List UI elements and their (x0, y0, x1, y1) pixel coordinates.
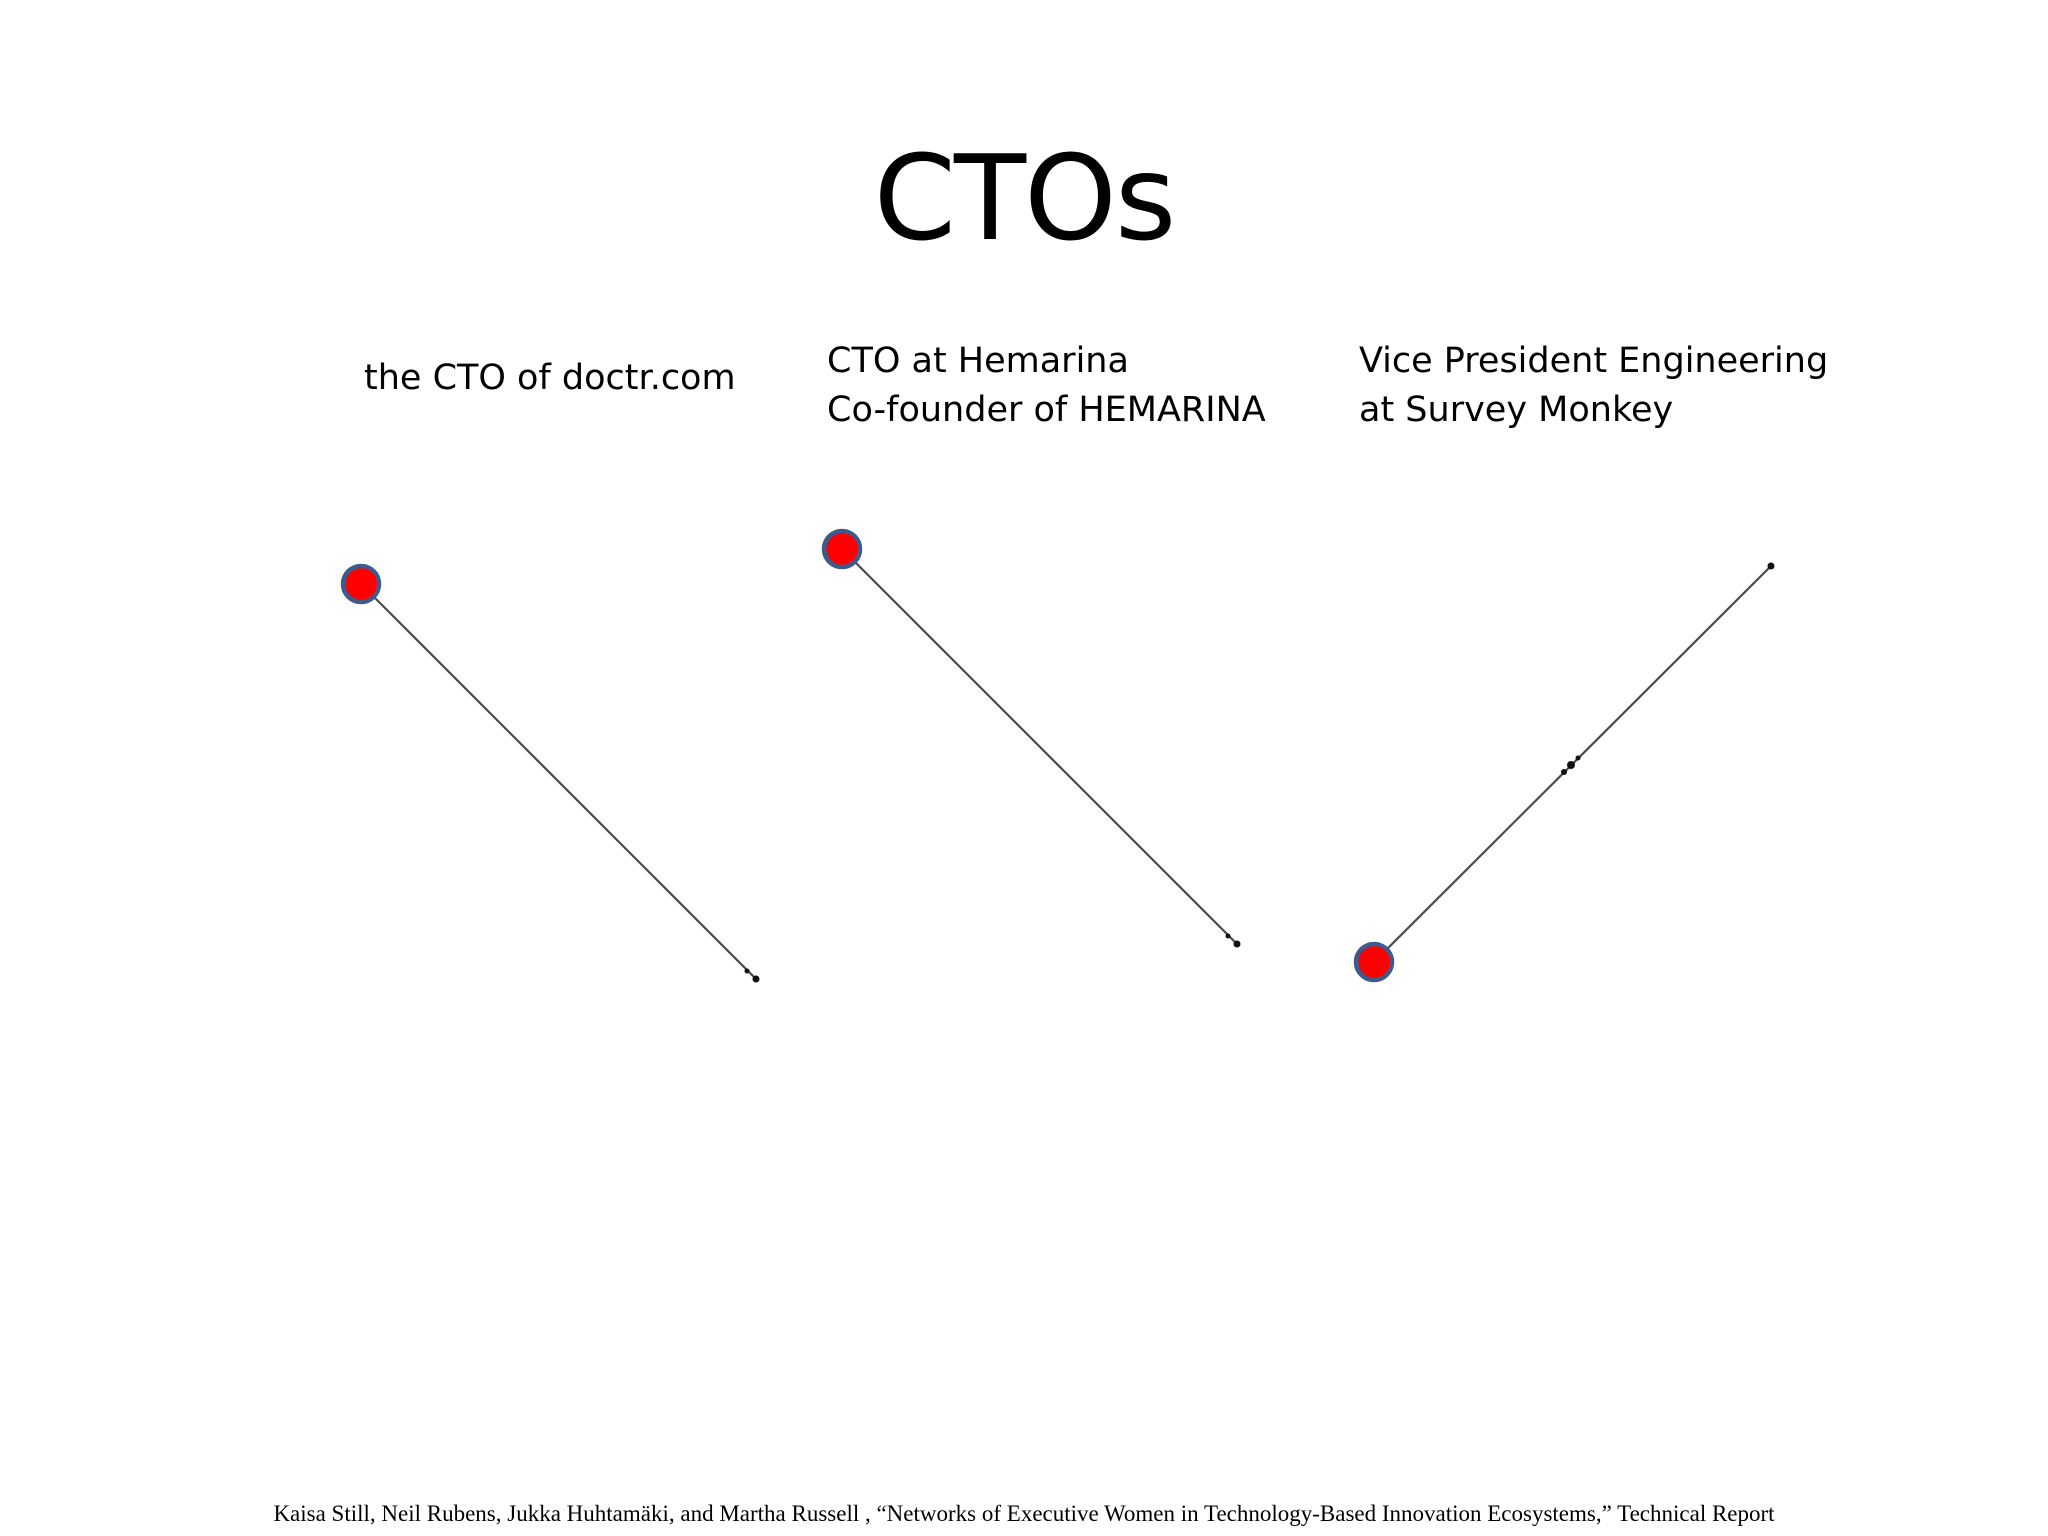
citation-footer: Kaisa Still, Neil Rubens, Jukka Huhtamäk… (273, 1501, 1775, 1526)
caption-line: Co-founder of HEMARINA (827, 390, 1266, 430)
network-node-small (1567, 761, 1575, 769)
highlighted-node (821, 528, 863, 570)
network-node-small (1225, 933, 1231, 939)
network-edge (841, 548, 1238, 945)
panel-caption-survey-monkey: Vice President Engineering at Survey Mon… (1359, 337, 1828, 435)
network-node-small (1561, 769, 1567, 775)
highlighted-node (1353, 941, 1395, 983)
network-panel-doctr (340, 563, 760, 983)
network-node-small (1767, 562, 1775, 570)
network-panel-hemarina (821, 528, 1241, 948)
panel-caption-doctr: the CTO of doctr.com (364, 354, 736, 403)
network-node-small (1575, 755, 1581, 761)
caption-line: the CTO of doctr.com (364, 358, 736, 398)
caption-line: Vice President Engineering (1359, 341, 1829, 381)
caption-line: CTO at Hemarina (827, 341, 1129, 381)
network-node-small (744, 968, 750, 974)
caption-line: at Survey Monkey (1359, 390, 1674, 430)
network-edge (360, 583, 757, 980)
slide-title: CTOs (873, 129, 1177, 267)
panel-caption-hemarina: CTO at Hemarina Co-founder of HEMARINA (827, 337, 1266, 435)
highlighted-node (340, 563, 382, 605)
network-panel-survey-monkey (1353, 562, 1775, 983)
network-node-small (752, 975, 760, 983)
network-node-small (1233, 940, 1241, 948)
